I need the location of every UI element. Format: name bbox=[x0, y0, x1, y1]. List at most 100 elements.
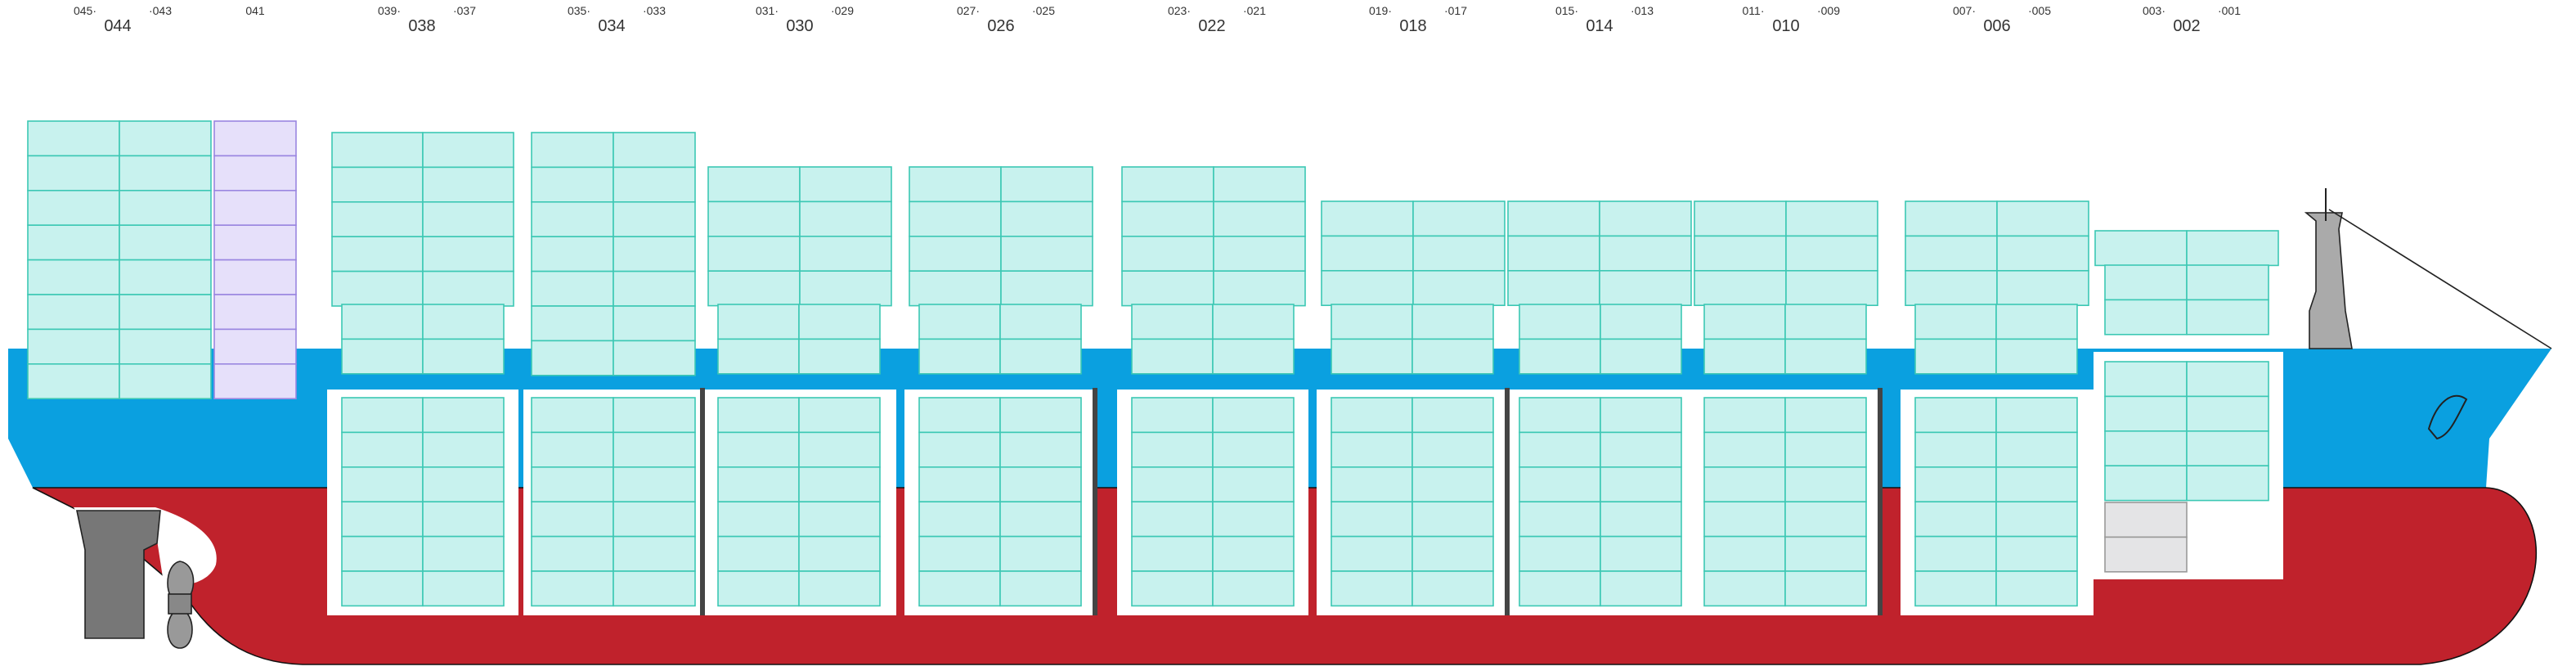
container-slot bbox=[1995, 431, 2078, 468]
container-slot bbox=[1131, 501, 1214, 538]
container-slot bbox=[1703, 431, 1786, 468]
container-slot bbox=[1411, 570, 1494, 607]
container-slot bbox=[707, 166, 801, 203]
container-slot bbox=[1694, 269, 1787, 306]
rudder bbox=[76, 510, 161, 639]
container-slot bbox=[717, 338, 800, 375]
container-slot bbox=[918, 535, 1001, 572]
hatch-band bbox=[327, 378, 2094, 390]
bay-right-label: ·013 bbox=[1631, 4, 1654, 17]
container-slot bbox=[1131, 466, 1214, 502]
container-slot bbox=[2104, 430, 2188, 466]
bay-left-label: 039· bbox=[378, 4, 401, 17]
container-slot bbox=[1694, 200, 1787, 237]
container-slot bbox=[1519, 501, 1601, 538]
container-slot bbox=[2186, 430, 2269, 466]
bay-left-label: 007· bbox=[1953, 4, 1976, 17]
container-slot bbox=[613, 305, 696, 342]
container-slot bbox=[331, 236, 424, 272]
container-slot bbox=[798, 466, 881, 502]
bulkhead bbox=[1878, 388, 1883, 615]
container-slot bbox=[1600, 304, 1682, 340]
container-slot bbox=[1131, 431, 1214, 468]
container-slot bbox=[999, 535, 1082, 572]
bay-label: 018 bbox=[1399, 17, 1426, 35]
container-slot bbox=[613, 236, 696, 272]
container-slot bbox=[2104, 502, 2188, 538]
container-slot bbox=[999, 431, 1082, 468]
container-slot bbox=[918, 338, 1001, 375]
container-slot bbox=[1212, 431, 1295, 468]
container-slot bbox=[27, 294, 120, 331]
container-slot bbox=[717, 501, 800, 538]
container-slot bbox=[119, 259, 212, 295]
container-slot bbox=[1995, 466, 2078, 502]
container-slot bbox=[341, 570, 424, 607]
container-slot bbox=[1121, 166, 1214, 203]
container-slot bbox=[1331, 535, 1413, 572]
container-slot bbox=[422, 132, 514, 169]
container-slot bbox=[918, 501, 1001, 538]
container-slot bbox=[1212, 570, 1295, 607]
container-slot bbox=[2104, 465, 2188, 502]
container-slot bbox=[707, 200, 801, 237]
container-slot bbox=[1212, 397, 1295, 434]
container-slot bbox=[1519, 431, 1601, 468]
container-slot bbox=[1000, 166, 1093, 203]
container-slot bbox=[2186, 264, 2269, 301]
container-slot bbox=[1131, 338, 1214, 375]
container-slot bbox=[1599, 269, 1692, 306]
container-slot bbox=[422, 338, 505, 375]
bay-left-label: 027· bbox=[957, 4, 980, 17]
bulkhead bbox=[1093, 388, 1097, 615]
container-slot bbox=[1914, 338, 1997, 375]
container-slot bbox=[2104, 264, 2188, 301]
container-slot bbox=[1212, 338, 1295, 375]
container-slot bbox=[1121, 200, 1214, 237]
container-slot bbox=[1331, 431, 1413, 468]
anchor bbox=[2427, 394, 2468, 440]
container-slot bbox=[1600, 501, 1682, 538]
container-slot bbox=[1995, 338, 2078, 375]
container-slot bbox=[1600, 431, 1682, 468]
container-slot bbox=[717, 304, 800, 340]
container-slot bbox=[119, 363, 212, 399]
container-slot bbox=[422, 236, 514, 272]
container-slot bbox=[1995, 397, 2078, 434]
container-slot bbox=[531, 397, 614, 434]
container-slot bbox=[613, 535, 696, 572]
container-slot bbox=[1914, 501, 1997, 538]
container-slot bbox=[422, 501, 505, 538]
container-slot bbox=[1412, 200, 1506, 237]
container-slot bbox=[1905, 200, 1998, 237]
bay-right-label: ·001 bbox=[2218, 4, 2241, 17]
container-slot bbox=[1784, 570, 1867, 607]
container-slot bbox=[1694, 235, 1787, 272]
container-slot bbox=[341, 535, 424, 572]
bay-right-label: ·025 bbox=[1032, 4, 1055, 17]
container-slot bbox=[918, 397, 1001, 434]
bridge bbox=[2304, 212, 2353, 349]
container-slot bbox=[717, 397, 800, 434]
container-slot bbox=[2104, 361, 2188, 398]
stay bbox=[2328, 209, 2552, 349]
container-slot bbox=[119, 224, 212, 261]
container-slot bbox=[2186, 395, 2269, 432]
container-slot bbox=[341, 466, 424, 502]
container-slot bbox=[119, 294, 212, 331]
container-slot bbox=[909, 270, 1002, 307]
container-slot bbox=[798, 304, 881, 340]
container-slot bbox=[1411, 466, 1494, 502]
container-slot bbox=[799, 270, 892, 307]
bay-right-label: ·017 bbox=[1444, 4, 1467, 17]
container-slot bbox=[1412, 269, 1506, 306]
container-slot bbox=[1213, 235, 1306, 272]
container-slot bbox=[1131, 304, 1214, 340]
bay-left-label: 035· bbox=[568, 4, 590, 17]
bay-left-label: 023· bbox=[1168, 4, 1191, 17]
container-slot bbox=[213, 190, 297, 227]
container-slot bbox=[1213, 166, 1306, 203]
container-slot bbox=[1996, 235, 2089, 272]
containers bbox=[27, 120, 2279, 607]
container-slot bbox=[1411, 304, 1494, 340]
